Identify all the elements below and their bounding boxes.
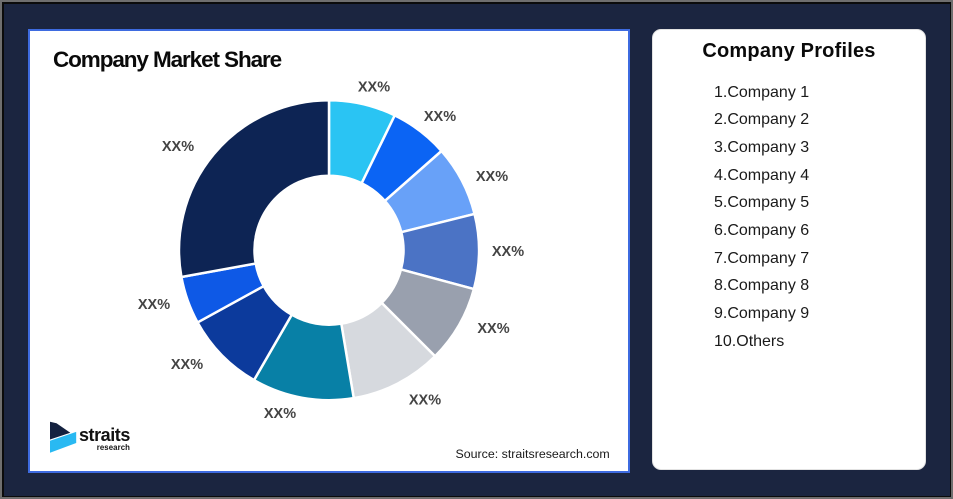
svg-text:XX%: XX% [424, 109, 456, 125]
svg-text:XX%: XX% [162, 139, 194, 155]
svg-text:XX%: XX% [476, 169, 508, 185]
svg-text:XX%: XX% [138, 297, 170, 313]
svg-text:XX%: XX% [264, 406, 296, 422]
svg-text:XX%: XX% [409, 393, 441, 409]
svg-text:XX%: XX% [358, 80, 390, 96]
svg-text:XX%: XX% [477, 321, 509, 337]
svg-text:XX%: XX% [492, 244, 524, 260]
svg-text:XX%: XX% [171, 357, 203, 373]
